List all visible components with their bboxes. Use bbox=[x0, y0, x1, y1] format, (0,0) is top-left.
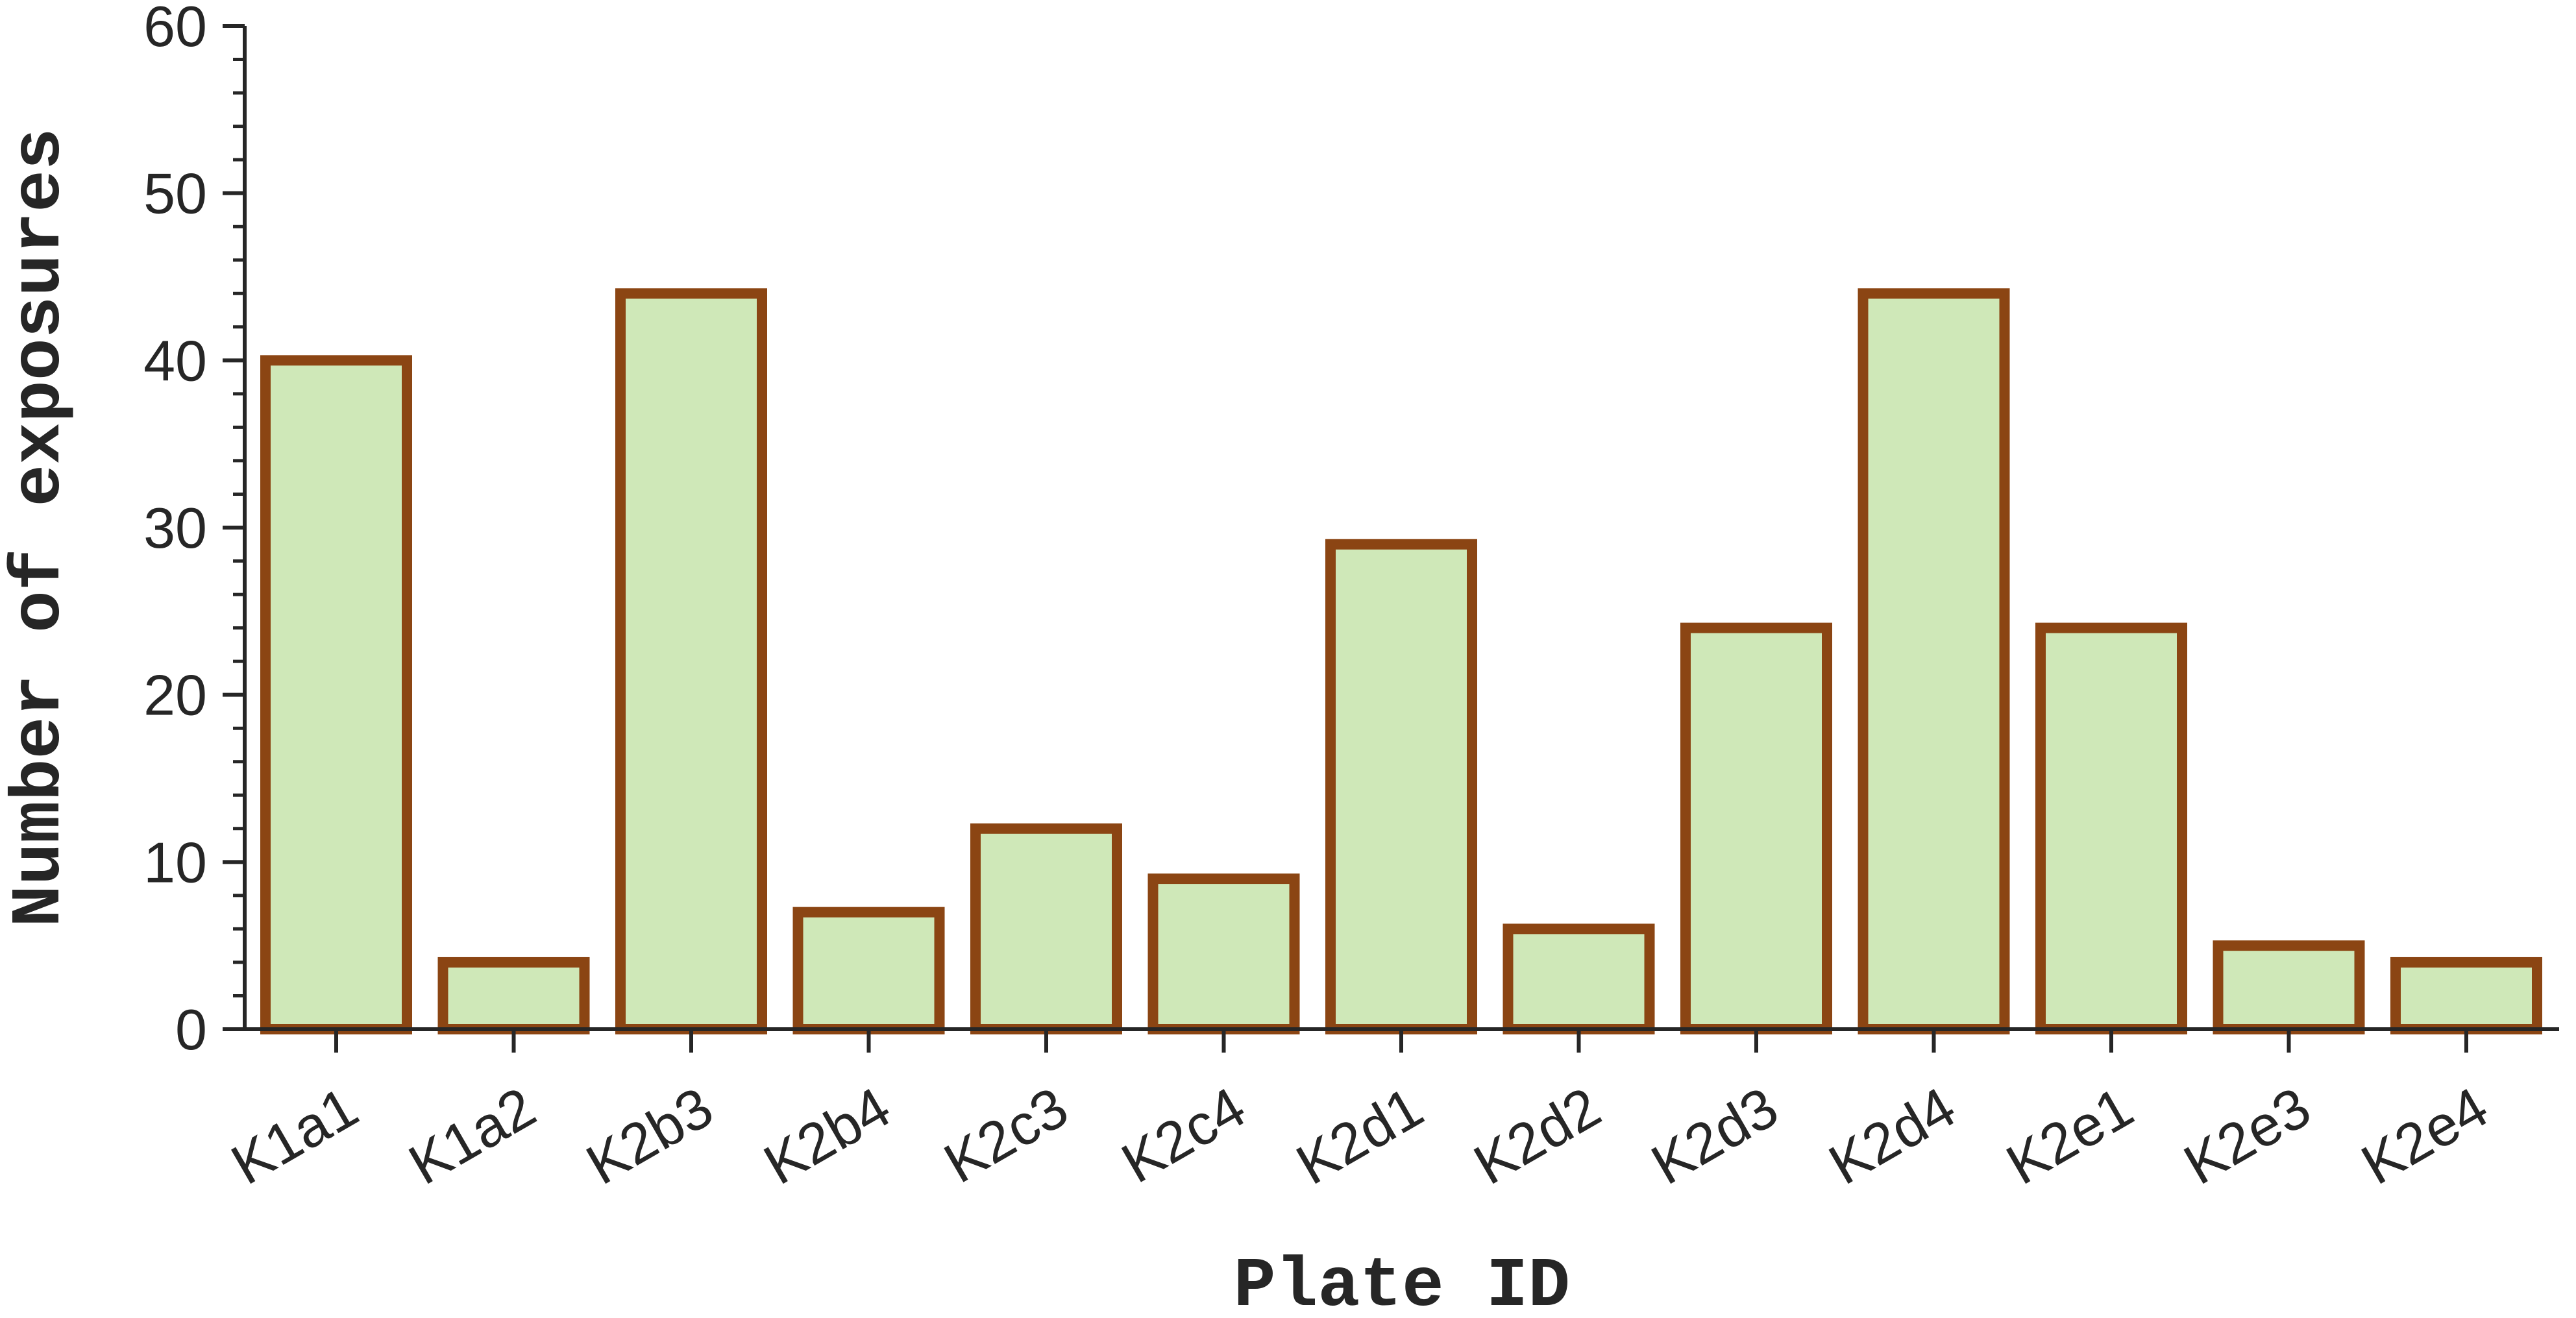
bar-K2b3 bbox=[615, 288, 767, 1034]
y-tick-label: 50 bbox=[143, 162, 207, 226]
y-axis-title: Number of exposures bbox=[1, 128, 80, 927]
x-tick-label: K1a2 bbox=[399, 1075, 546, 1197]
y-tick-label: 40 bbox=[143, 328, 207, 393]
x-tick-label: K2d3 bbox=[1641, 1075, 1788, 1197]
x-tick-label: K2d4 bbox=[1819, 1075, 1966, 1197]
y-ticks: 0 10 20 30 40 50 60 bbox=[143, 0, 245, 1062]
y-tick-label: 60 bbox=[143, 0, 207, 58]
bar-K2d4 bbox=[1858, 288, 2010, 1034]
bar-K2d2 bbox=[1503, 923, 1655, 1035]
bar-K2e4 bbox=[2390, 957, 2542, 1035]
y-tick-label: 20 bbox=[143, 663, 207, 727]
bars-layer bbox=[260, 288, 2542, 1035]
bar-K2c4 bbox=[1147, 873, 1300, 1034]
y-tick-label: 30 bbox=[143, 496, 207, 560]
y-tick-label: 0 bbox=[175, 997, 207, 1062]
x-ticks: K1a1 K1a2 K2b3 K2b4 K2c3 K2c4 K2d1 K2d2 K2d3 K2d4… bbox=[221, 1029, 2499, 1197]
bar-K2b4 bbox=[792, 907, 945, 1034]
x-tick-label: K1a1 bbox=[221, 1075, 368, 1197]
y-tick-label: 10 bbox=[143, 830, 207, 894]
bar-K2d1 bbox=[1325, 539, 1477, 1034]
x-tick-label: K2e3 bbox=[2174, 1075, 2321, 1197]
x-tick-label: K2c3 bbox=[933, 1075, 1078, 1195]
bar-K1a2 bbox=[437, 957, 590, 1035]
bar-K2e1 bbox=[2035, 622, 2187, 1034]
x-tick-label: K2b3 bbox=[576, 1075, 723, 1197]
bar-K2e3 bbox=[2213, 940, 2365, 1034]
bar-K1a1 bbox=[260, 355, 412, 1034]
x-tick-label: K2c4 bbox=[1111, 1075, 1256, 1195]
bar-K2d3 bbox=[1680, 622, 1832, 1034]
x-tick-label: K2e4 bbox=[2351, 1075, 2498, 1197]
x-tick-label: K2d1 bbox=[1286, 1075, 1433, 1197]
x-axis-title: Plate ID bbox=[1234, 1247, 1570, 1318]
x-tick-label: K2e1 bbox=[1996, 1075, 2143, 1197]
bar-K2c3 bbox=[970, 823, 1122, 1035]
x-tick-label: K2d2 bbox=[1464, 1075, 1611, 1197]
x-tick-label: K2b4 bbox=[754, 1075, 901, 1197]
